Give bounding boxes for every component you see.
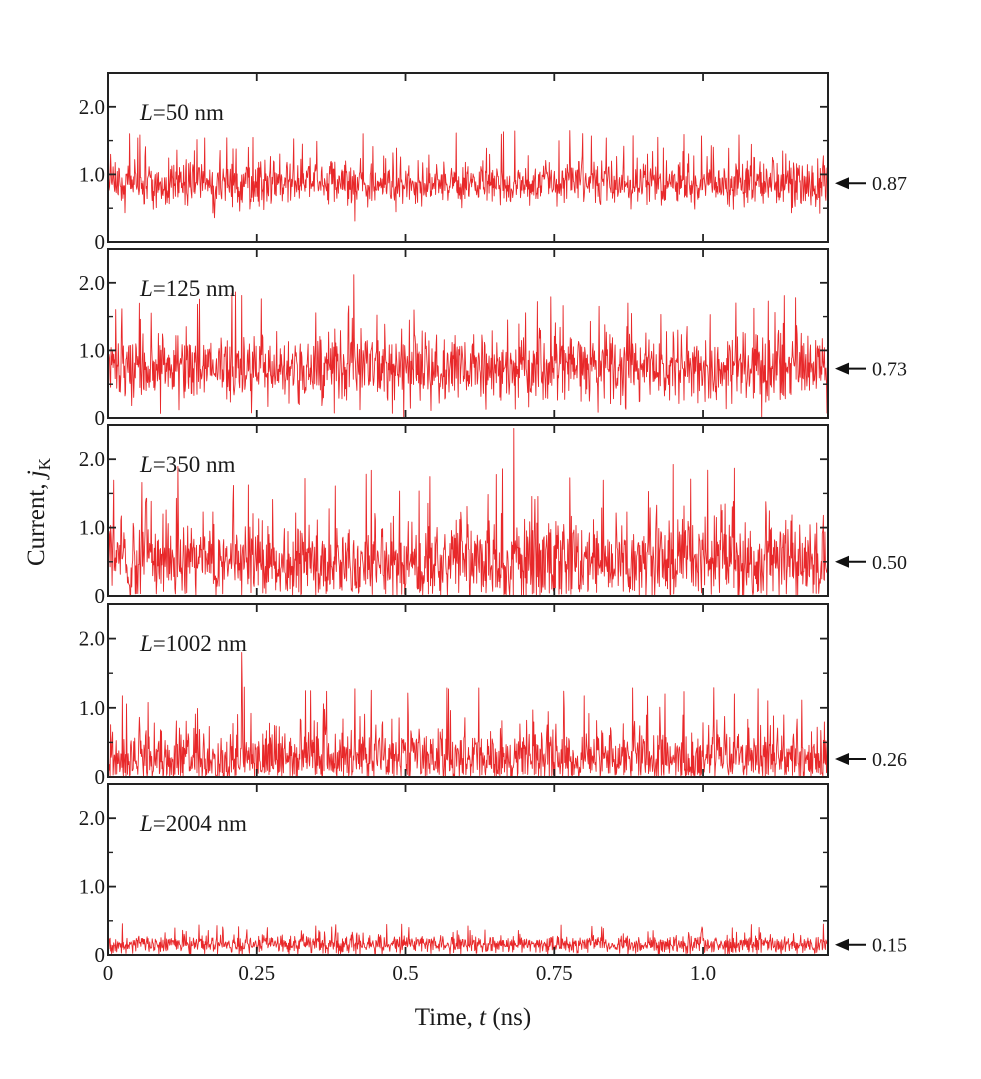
y-tick-label: 2.0	[79, 806, 105, 830]
panel-label: L=350 nm	[139, 452, 236, 477]
y-axis-title: Current, jK	[23, 457, 54, 566]
mean-arrow-head	[835, 177, 849, 190]
y-tick-label: 1.0	[79, 875, 105, 899]
panel-label: L=1002 nm	[139, 631, 247, 656]
panel-2: 0 1.0 2.0 L=125 nm 0.73	[79, 248, 907, 430]
y-tick-label: 0	[95, 943, 106, 967]
mean-arrow-head	[835, 362, 849, 375]
panel-4: 0 1.0 2.0 L=1002 nm 0.26	[79, 603, 907, 789]
y-tick-label: 2.0	[79, 95, 105, 119]
x-tick-label: 0.25	[238, 961, 275, 985]
y-tick-label: 0	[95, 230, 106, 254]
x-tick-label: 0	[103, 961, 114, 985]
panel-frame	[107, 248, 829, 419]
y-tick-label: 0	[95, 406, 106, 430]
y-tick-label: 2.0	[79, 447, 105, 471]
panel-frame	[107, 424, 829, 597]
panel-1: 0 1.0 2.0 L=50 nm 0.87	[79, 72, 907, 254]
panel-3: 0 1.0 2.0 L=350 nm 0.50	[79, 424, 907, 608]
mean-value-label: 0.15	[872, 935, 907, 957]
series-line-panel-5	[108, 923, 828, 955]
mean-value-label: 0.73	[872, 359, 907, 381]
panel-label: L=50 nm	[139, 100, 224, 125]
mean-arrow-head	[835, 753, 849, 766]
series-line-panel-3	[108, 427, 828, 596]
y-tick-label: 1.0	[79, 162, 105, 186]
y-tick-label: 1.0	[79, 338, 105, 362]
series-line-panel-2	[108, 274, 828, 418]
panel-label: L=125 nm	[139, 276, 236, 301]
mean-arrow-head	[835, 938, 849, 951]
panel-5: 0 1.0 2.0 L=2004 nm 0.15	[79, 783, 907, 967]
y-tick-label: 1.0	[79, 516, 105, 540]
series-line-panel-4	[108, 651, 828, 777]
panel-frame	[107, 783, 829, 956]
x-tick-label: 0.5	[392, 961, 418, 985]
x-tick-label: 0.75	[536, 961, 573, 985]
panel-label: L=2004 nm	[139, 811, 247, 836]
y-tick-label: 1.0	[79, 696, 105, 720]
y-tick-label: 2.0	[79, 627, 105, 651]
panel-frame	[107, 603, 829, 778]
mean-value-label: 0.26	[872, 749, 907, 771]
y-tick-label: 0	[95, 584, 106, 608]
panels-group: 0 1.0 2.0 L=50 nm 0.87 0 1.0 2.0 L=125 nm 0.73 0 1.…	[79, 72, 907, 985]
y-tick-label: 2.0	[79, 271, 105, 295]
series-line-panel-1	[108, 130, 828, 222]
x-tick-label: 1.0	[690, 961, 716, 985]
mean-value-label: 0.87	[872, 173, 907, 195]
mean-arrow-head	[835, 555, 849, 568]
y-tick-label: 0	[95, 765, 106, 789]
x-axis-title: Time, t (ns)	[415, 1004, 531, 1031]
panel-frame	[107, 72, 829, 243]
mean-value-label: 0.50	[872, 552, 907, 574]
